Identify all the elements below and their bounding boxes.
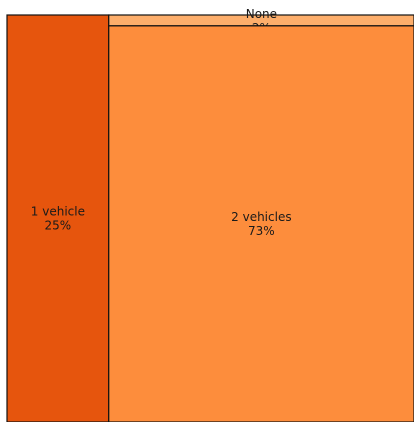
treemap-label: 1 vehicle	[31, 205, 85, 219]
treemap-rect	[6, 14, 110, 423]
treemap-label: 2 vehicles	[231, 210, 291, 224]
treemap-value-label: 73%	[248, 224, 275, 238]
treemap-rect	[108, 25, 414, 423]
treemap-label: None	[246, 7, 277, 21]
treemap-value-label: 25%	[45, 219, 72, 233]
